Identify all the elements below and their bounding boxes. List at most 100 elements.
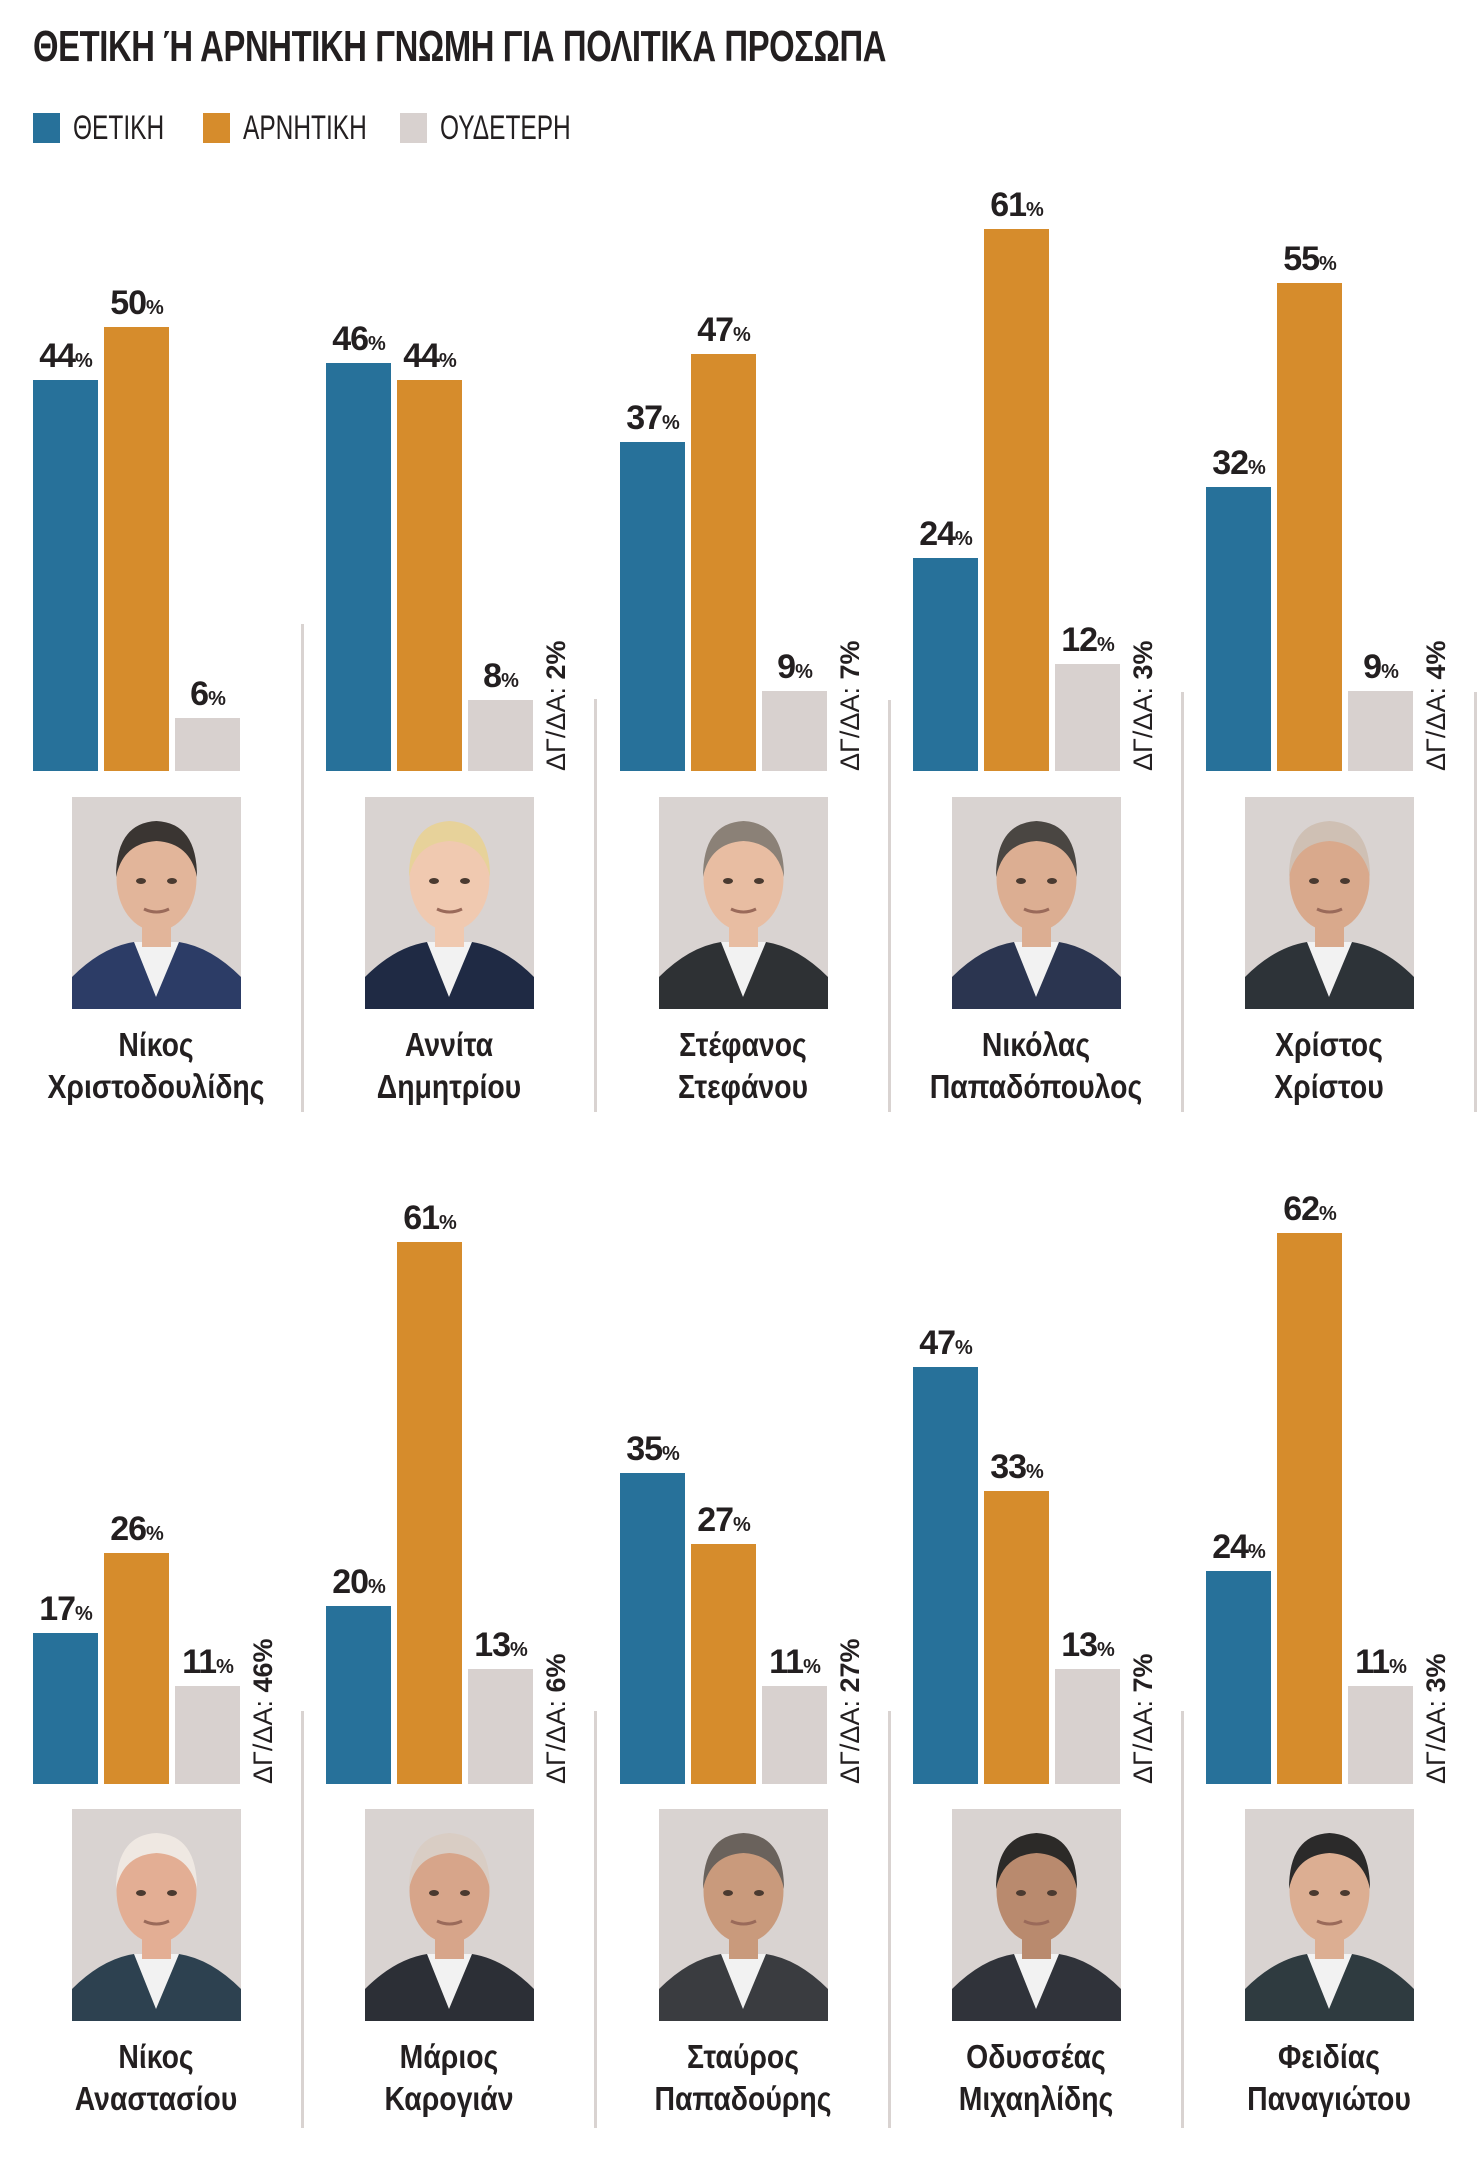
column-divider bbox=[301, 624, 304, 1112]
value-number: 33 bbox=[990, 1448, 1027, 1486]
bar-positive bbox=[620, 1473, 685, 1784]
value-label-neutral: 11% bbox=[163, 1644, 253, 1680]
percent-sign: % bbox=[146, 1523, 164, 1545]
dont-know-prefix: ΔΓ/ΔΑ: bbox=[835, 1692, 865, 1784]
percent-sign: % bbox=[1097, 634, 1115, 656]
person-first-name: Φειδίας bbox=[1278, 2038, 1380, 2075]
value-label-positive: 24% bbox=[1194, 1529, 1284, 1565]
value-label-neutral: 11% bbox=[750, 1644, 840, 1680]
dont-know-label: ΔΓ/ΔΑ: 46% bbox=[248, 1638, 278, 1784]
value-label-positive: 44% bbox=[21, 338, 111, 374]
portrait-panagiotou bbox=[1245, 1809, 1414, 2021]
person-name: Νίκος Χριστοδουλίδης bbox=[16, 1024, 296, 1108]
dont-know-value: 4% bbox=[1421, 640, 1451, 680]
dont-know-label: ΔΓ/ΔΑ: 3% bbox=[1421, 1654, 1451, 1785]
legend-label-negative: ΑΡΝΗΤΙΚΗ bbox=[243, 109, 367, 147]
dont-know-label: ΔΓ/ΔΑ: 3% bbox=[1128, 641, 1158, 772]
percent-sign: % bbox=[75, 1603, 93, 1625]
person-name: Στέφανος Στεφάνου bbox=[603, 1024, 883, 1108]
bar-negative bbox=[397, 1242, 462, 1784]
value-label-positive: 47% bbox=[901, 1325, 991, 1361]
column-divider bbox=[1474, 692, 1477, 1112]
person-last-name: Χριστοδουλίδης bbox=[47, 1068, 265, 1105]
percent-sign: % bbox=[955, 1337, 973, 1359]
column-divider bbox=[1181, 692, 1184, 1112]
person-first-name: Νικόλας bbox=[981, 1026, 1091, 1063]
percent-sign: % bbox=[501, 670, 519, 692]
chart-title: ΘΕΤΙΚΗ Ή ΑΡΝΗΤΙΚΗ ΓΝΩΜΗ ΓΙΑ ΠΟΛΙΤΙΚΑ ΠΡΟ… bbox=[33, 22, 887, 71]
value-label-negative: 47% bbox=[679, 312, 769, 348]
bar-negative bbox=[1277, 283, 1342, 771]
person-last-name: Δημητρίου bbox=[376, 1068, 522, 1105]
bar-negative bbox=[104, 1553, 169, 1784]
value-label-negative: 33% bbox=[972, 1449, 1062, 1485]
value-label-neutral: 9% bbox=[750, 649, 840, 685]
value-number: 24 bbox=[1212, 1528, 1249, 1566]
person-last-name: Αναστασίου bbox=[74, 2080, 238, 2117]
percent-sign: % bbox=[1319, 1203, 1337, 1225]
person-name: Αννίτα Δημητρίου bbox=[309, 1024, 589, 1108]
person-first-name: Μάριος bbox=[399, 2038, 499, 2075]
bar-negative bbox=[984, 1491, 1049, 1784]
bar-positive bbox=[33, 380, 98, 771]
value-number: 13 bbox=[1061, 1626, 1098, 1664]
value-number: 44 bbox=[39, 337, 76, 375]
bar-positive bbox=[1206, 487, 1271, 771]
value-number: 44 bbox=[403, 337, 440, 375]
bar-positive bbox=[326, 363, 391, 771]
column-divider bbox=[888, 700, 891, 1112]
person-first-name: Αννίτα bbox=[404, 1026, 494, 1063]
percent-sign: % bbox=[368, 1576, 386, 1598]
portrait-christodoulides bbox=[72, 797, 241, 1009]
value-label-positive: 37% bbox=[608, 400, 698, 436]
dont-know-label: ΔΓ/ΔΑ: 7% bbox=[1128, 1653, 1158, 1785]
dont-know-prefix: ΔΓ/ΔΑ: bbox=[248, 1692, 278, 1784]
person-name: Σταύρος Παπαδούρης bbox=[603, 2036, 883, 2120]
bar-negative bbox=[691, 354, 756, 771]
value-label-neutral: 13% bbox=[1043, 1627, 1133, 1663]
value-label-negative: 50% bbox=[92, 285, 182, 321]
person-last-name: Χρίστου bbox=[1274, 1068, 1384, 1105]
person-last-name: Καρογιάν bbox=[384, 2080, 514, 2117]
value-number: 27 bbox=[697, 1501, 734, 1539]
value-number: 61 bbox=[990, 186, 1027, 224]
dont-know-value: 2% bbox=[541, 640, 571, 680]
bar-neutral bbox=[1348, 691, 1413, 771]
legend-label-neutral: ΟΥΔΕΤΕΡΗ bbox=[440, 109, 571, 147]
portrait-karoyian bbox=[365, 1809, 534, 2021]
portrait-stefanou bbox=[659, 797, 828, 1009]
dont-know-prefix: ΔΓ/ΔΑ: bbox=[1128, 1692, 1158, 1784]
value-number: 62 bbox=[1283, 1190, 1320, 1228]
dont-know-value: 6% bbox=[541, 1653, 571, 1693]
bar-negative bbox=[1277, 1233, 1342, 1784]
bar-neutral bbox=[468, 1669, 533, 1784]
dont-know-prefix: ΔΓ/ΔΑ: bbox=[541, 679, 571, 771]
column-divider bbox=[594, 1711, 597, 2128]
person-name: Νίκος Αναστασίου bbox=[16, 2036, 296, 2120]
dont-know-value: 7% bbox=[1128, 1653, 1158, 1693]
percent-sign: % bbox=[1381, 661, 1399, 683]
percent-sign: % bbox=[439, 350, 457, 372]
value-label-neutral: 12% bbox=[1043, 622, 1133, 658]
value-number: 55 bbox=[1283, 240, 1320, 278]
bar-neutral bbox=[1055, 1669, 1120, 1784]
value-label-negative: 62% bbox=[1265, 1191, 1355, 1227]
value-number: 11 bbox=[769, 1643, 804, 1681]
portrait-papadopoulos bbox=[952, 797, 1121, 1009]
percent-sign: % bbox=[439, 1212, 457, 1234]
bar-negative bbox=[397, 380, 462, 771]
percent-sign: % bbox=[208, 688, 226, 710]
portrait-michaelides bbox=[952, 1809, 1121, 2021]
percent-sign: % bbox=[662, 412, 680, 434]
person-first-name: Χρίστος bbox=[1275, 1026, 1383, 1063]
person-name: Φειδίας Παναγιώτου bbox=[1189, 2036, 1469, 2120]
dont-know-label: ΔΓ/ΔΑ: 7% bbox=[835, 641, 865, 772]
dont-know-prefix: ΔΓ/ΔΑ: bbox=[1128, 679, 1158, 771]
percent-sign: % bbox=[662, 1443, 680, 1465]
person-first-name: Οδυσσέας bbox=[966, 2038, 1106, 2075]
person-first-name: Στέφανος bbox=[679, 1026, 807, 1063]
column-divider bbox=[888, 1711, 891, 2128]
percent-sign: % bbox=[1026, 199, 1044, 221]
dont-know-prefix: ΔΓ/ΔΑ: bbox=[1421, 1692, 1451, 1784]
dont-know-prefix: ΔΓ/ΔΑ: bbox=[1421, 679, 1451, 771]
